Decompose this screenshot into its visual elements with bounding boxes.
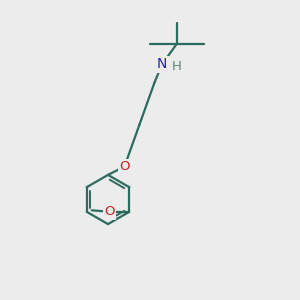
Text: O: O bbox=[105, 205, 115, 218]
Text: H: H bbox=[172, 59, 181, 73]
Text: N: N bbox=[157, 58, 167, 71]
Text: O: O bbox=[119, 160, 130, 173]
